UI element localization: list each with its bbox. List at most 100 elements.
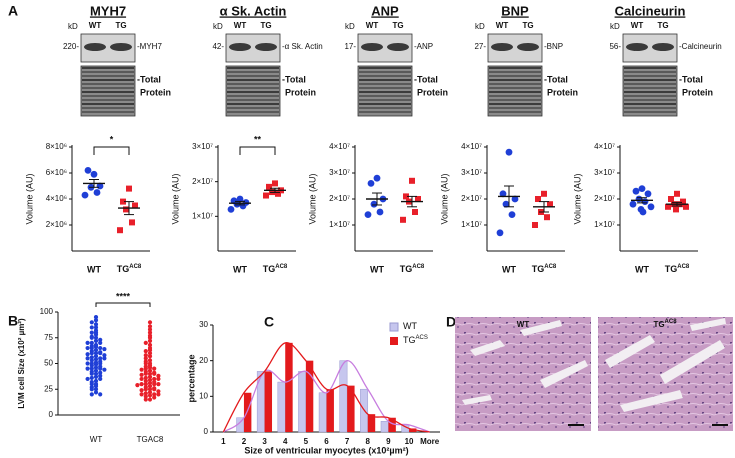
error-bar	[372, 192, 382, 206]
x-tick-label-base: TG	[400, 264, 413, 274]
blot-band	[110, 43, 132, 51]
significance-bracket	[95, 302, 151, 307]
lane-label: WT	[234, 21, 247, 30]
data-point	[89, 371, 94, 376]
x-tick-label-base: TG	[263, 264, 276, 274]
data-point	[496, 229, 504, 237]
data-point	[511, 195, 519, 203]
total-protein-label: -Total	[544, 74, 568, 84]
data-point	[93, 315, 99, 320]
total-protein-label: -Total	[679, 74, 703, 84]
x-tick-label: 10	[405, 437, 414, 446]
data-point	[98, 361, 103, 366]
data-point	[98, 337, 103, 342]
x-tick-label: 1	[221, 437, 226, 446]
x-tick-label: TGAC8	[117, 264, 142, 275]
data-point	[139, 388, 144, 393]
data-point	[152, 392, 157, 397]
data-point	[98, 345, 103, 351]
trend-curve	[222, 342, 430, 433]
data-point	[93, 390, 99, 395]
data-point	[143, 356, 148, 361]
data-point	[143, 353, 148, 358]
data-point	[98, 370, 103, 375]
data-point	[147, 393, 153, 398]
blot-band	[491, 43, 513, 51]
y-axis-label: Volume (AU)	[170, 173, 180, 224]
data-point	[502, 200, 510, 208]
data-point	[93, 332, 99, 337]
data-point	[90, 170, 98, 178]
x-tick-label-sup: AC8	[129, 264, 142, 270]
data-point	[147, 390, 153, 395]
scale-bar	[712, 424, 728, 426]
data-point	[147, 377, 153, 383]
data-point	[632, 187, 640, 195]
error-bar	[504, 185, 514, 208]
y-axis-label: Volume (AU)	[439, 173, 449, 224]
band-label: -Calcineurin	[679, 42, 722, 51]
data-point	[156, 389, 161, 394]
data-point	[272, 180, 278, 187]
data-point	[89, 363, 94, 368]
error-bar	[637, 197, 647, 204]
x-tick-label-base: TG	[665, 264, 678, 274]
error-bar	[124, 201, 134, 216]
data-point	[147, 348, 153, 353]
data-point	[98, 366, 103, 371]
data-point	[85, 376, 90, 382]
data-point	[403, 193, 409, 200]
data-point	[532, 222, 538, 228]
y-axis-label: Volume (AU)	[24, 173, 34, 224]
legend-label-base: WT	[403, 321, 417, 331]
data-point	[93, 357, 99, 362]
band-label: -α Sk. Actin	[282, 42, 323, 51]
blot-band	[652, 43, 674, 51]
data-point	[93, 387, 99, 392]
data-point	[535, 196, 541, 202]
y-tick-label: 2×10⁷	[461, 194, 482, 203]
y-tick-label: 75	[44, 333, 53, 342]
total-protein-label: -Total	[137, 74, 161, 84]
lane-label: WT	[366, 21, 379, 30]
data-point	[102, 353, 107, 358]
data-point	[93, 362, 99, 367]
data-point	[81, 191, 89, 199]
data-point	[143, 375, 148, 381]
x-tick-label-base: TG	[532, 264, 545, 274]
bar	[305, 360, 314, 432]
blot-band	[255, 43, 277, 51]
data-point	[102, 346, 107, 352]
data-point	[84, 167, 92, 174]
data-point	[89, 382, 94, 387]
data-point	[156, 392, 161, 397]
data-point	[668, 196, 674, 202]
x-tick-label: WT	[90, 435, 103, 444]
data-point	[93, 322, 99, 327]
significance-bracket	[239, 146, 276, 155]
legend-swatch	[389, 322, 399, 332]
kd-label: kD	[213, 22, 223, 31]
data-point	[93, 378, 99, 384]
data-point	[135, 383, 140, 388]
blot-band	[229, 43, 251, 51]
data-point	[147, 330, 153, 335]
data-point	[227, 206, 235, 213]
legend-swatch	[390, 337, 398, 345]
data-point	[143, 394, 148, 399]
data-point	[499, 190, 507, 198]
data-point	[412, 209, 418, 215]
y-tick-label: 0	[204, 427, 209, 436]
data-point	[129, 219, 135, 226]
bar	[264, 371, 273, 432]
blot-title: ANP	[371, 3, 399, 18]
y-tick-label: 2×10⁷	[192, 177, 213, 186]
x-tick-label: 7	[345, 437, 350, 446]
error-bar	[672, 201, 682, 207]
data-point	[98, 340, 103, 345]
data-point	[143, 349, 148, 354]
y-tick-label: 3×10⁷	[192, 142, 213, 151]
blot-title: Calcineurin	[615, 3, 686, 18]
data-point	[89, 320, 94, 325]
